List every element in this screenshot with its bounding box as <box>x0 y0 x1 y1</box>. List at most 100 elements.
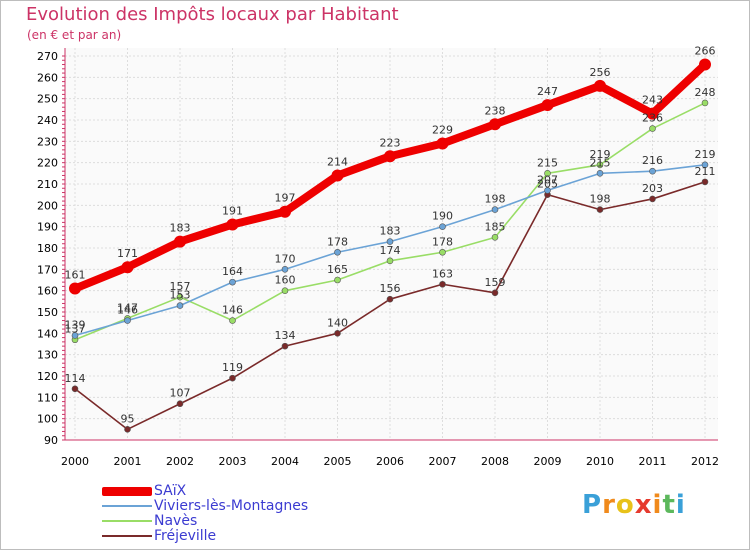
y-tick-label: 170 <box>37 263 58 276</box>
data-label: 95 <box>121 412 135 425</box>
data-label: 256 <box>590 66 611 79</box>
y-tick-label: 90 <box>44 434 58 447</box>
data-point <box>649 125 656 132</box>
data-point <box>649 195 656 203</box>
data-label: 248 <box>695 86 716 99</box>
data-point <box>281 342 289 350</box>
data-label: 147 <box>117 301 138 314</box>
data-point <box>439 223 446 230</box>
data-label: 137 <box>65 323 86 336</box>
data-label: 219 <box>590 148 611 161</box>
data-point <box>544 187 551 194</box>
data-point <box>491 234 499 241</box>
data-label: 191 <box>222 205 243 218</box>
data-label: 183 <box>380 225 401 238</box>
x-tick-label: 2002 <box>166 455 194 468</box>
data-point <box>439 280 446 288</box>
data-point <box>384 150 396 163</box>
data-point <box>701 161 709 169</box>
data-point <box>541 99 554 112</box>
data-label: 140 <box>327 316 348 329</box>
data-label: 183 <box>170 222 191 235</box>
data-point <box>281 266 289 273</box>
data-label: 174 <box>380 244 401 257</box>
y-tick-label: 220 <box>37 157 58 170</box>
data-point <box>279 205 291 218</box>
data-point <box>596 206 604 213</box>
y-tick-label: 150 <box>37 306 58 319</box>
data-point <box>331 169 344 182</box>
data-label: 223 <box>380 136 401 149</box>
data-label: 219 <box>695 148 716 161</box>
x-tick-label: 2003 <box>219 455 247 468</box>
y-tick-label: 210 <box>37 178 58 191</box>
y-tick-label: 130 <box>37 349 58 362</box>
data-label: 215 <box>537 156 558 169</box>
x-tick-label: 2012 <box>691 455 719 468</box>
y-tick-label: 100 <box>37 413 58 426</box>
legend-label-naves: Navès <box>154 513 198 529</box>
x-tick-label: 2005 <box>324 455 352 468</box>
y-tick-label: 120 <box>37 370 58 383</box>
data-point <box>226 218 239 231</box>
data-label: 185 <box>485 220 506 233</box>
data-point <box>69 282 81 295</box>
data-point <box>701 178 709 186</box>
data-point <box>701 99 709 107</box>
data-label: 198 <box>590 193 611 206</box>
data-point <box>334 248 341 256</box>
x-tick-label: 2001 <box>114 455 142 468</box>
data-point <box>176 400 184 408</box>
data-label: 238 <box>485 104 506 117</box>
y-tick-label: 200 <box>37 199 58 212</box>
data-point <box>229 317 236 324</box>
data-label: 170 <box>275 252 296 265</box>
data-point <box>491 289 499 297</box>
legend-swatch-saix <box>102 487 152 496</box>
data-labels: 161 171 183 191 197 214 223 229 238 247 256 243 266 1… <box>65 45 716 426</box>
data-point <box>229 374 236 382</box>
data-point <box>334 330 341 337</box>
data-point <box>544 170 551 177</box>
data-label: 161 <box>65 269 86 282</box>
y-tick-label: 270 <box>37 50 58 63</box>
data-point <box>596 170 604 177</box>
x-tick-label: 2004 <box>271 455 299 468</box>
data-point <box>124 426 131 433</box>
line-chart: 90 100 110 120 130 140 150 160 170 180 190 200 210 22… <box>37 45 719 468</box>
data-label: 157 <box>170 280 191 293</box>
x-tick-label: 2000 <box>61 455 89 468</box>
data-point <box>71 332 79 339</box>
data-point <box>699 58 711 71</box>
data-label: 163 <box>432 267 453 280</box>
data-point <box>489 118 501 131</box>
data-point <box>121 261 134 274</box>
data-point <box>176 302 184 309</box>
data-label: 197 <box>275 192 296 205</box>
y-tick-label: 110 <box>37 391 58 404</box>
x-tick-label: 2011 <box>639 455 667 468</box>
data-label: 216 <box>642 154 663 167</box>
data-point <box>71 385 79 393</box>
x-tick-label: 2006 <box>376 455 404 468</box>
data-label: 164 <box>222 265 243 278</box>
legend-label-saix: SAïX <box>154 483 187 499</box>
data-point <box>439 248 446 256</box>
data-label: 119 <box>222 361 243 374</box>
y-tick-label: 250 <box>37 93 58 106</box>
data-label: 266 <box>695 45 716 58</box>
chart-title: Evolution des Impôts locaux par Habitant <box>26 4 399 25</box>
data-label: 178 <box>432 235 453 248</box>
legend-swatch-frejeville <box>102 535 152 537</box>
legend-swatch-viviers <box>102 505 152 507</box>
x-tick-label: 2008 <box>481 455 509 468</box>
data-point <box>386 238 394 245</box>
legend-label-viviers: Viviers-lès-Montagnes <box>154 498 309 514</box>
y-tick-label: 260 <box>37 71 58 84</box>
chart-subtitle: (en € et par an) <box>27 28 122 42</box>
data-label: 171 <box>117 247 138 260</box>
data-point <box>334 276 341 284</box>
data-label: 207 <box>537 173 558 186</box>
y-tick-label: 240 <box>37 114 58 127</box>
data-point <box>174 235 186 248</box>
